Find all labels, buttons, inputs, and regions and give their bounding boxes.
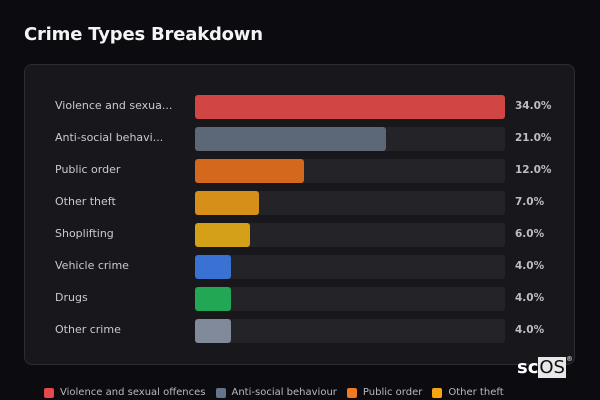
bar-label: Shoplifting: [55, 227, 114, 240]
legend-label: Other theft: [448, 387, 504, 398]
bar-track: [195, 191, 505, 215]
bar-value: 7.0%: [515, 196, 545, 208]
legend-label: Anti-social behaviour: [231, 387, 337, 398]
bar-value: 12.0%: [515, 164, 552, 176]
bar-label: Other crime: [55, 323, 121, 336]
bar-track: [195, 95, 505, 119]
legend-item[interactable]: Public order: [346, 387, 423, 398]
bar-fill[interactable]: [195, 287, 232, 311]
legend-item[interactable]: Violence and sexual offences: [44, 387, 206, 398]
bar-value: 4.0%: [515, 324, 545, 336]
bar-track: [195, 287, 505, 311]
bar-label: Other theft: [55, 195, 116, 208]
bar-fill[interactable]: [195, 159, 305, 183]
bar-track: [195, 159, 505, 183]
chart-title: Crime Types Breakdown: [24, 24, 263, 45]
legend: Violence and sexual offences Anti-social …: [44, 387, 504, 398]
bar-row: Anti-social behavi... 21.0%: [25, 127, 574, 151]
legend-label: Violence and sexual offences: [60, 387, 206, 398]
bar-label: Anti-social behavi...: [55, 131, 164, 144]
bar-row: Violence and sexua... 34.0%: [25, 95, 574, 119]
bar-fill[interactable]: [195, 255, 232, 279]
legend-swatch-icon: [44, 387, 54, 398]
brand-logo: scOS ®: [517, 355, 573, 378]
bar-row: Other crime 4.0%: [25, 319, 574, 343]
bar-value: 21.0%: [515, 132, 552, 144]
bar-label: Violence and sexua...: [55, 99, 173, 112]
bar-track: [195, 255, 505, 279]
bar-row: Drugs 4.0%: [25, 287, 574, 311]
bar-label: Public order: [55, 163, 121, 176]
chart-card: Violence and sexua... 34.0% Anti-social be…: [24, 64, 575, 365]
bar-value: 34.0%: [515, 100, 552, 112]
bar-value: 4.0%: [515, 260, 545, 272]
bar-row: Other theft 7.0%: [25, 191, 574, 215]
bar-fill[interactable]: [195, 223, 250, 247]
bar-row: Shoplifting 6.0%: [25, 223, 574, 247]
bar-track: [195, 127, 505, 151]
bar-value: 6.0%: [515, 228, 545, 240]
legend-item[interactable]: Anti-social behaviour: [215, 387, 337, 398]
bar-value: 4.0%: [515, 292, 545, 304]
legend-item[interactable]: Other theft: [432, 387, 504, 398]
legend-label: Public order: [362, 387, 423, 398]
bar-fill[interactable]: [195, 191, 259, 215]
bar-track: [195, 319, 505, 343]
legend-swatch-icon: [215, 387, 226, 398]
legend-swatch-icon: [432, 387, 443, 398]
bar-label: Vehicle crime: [55, 259, 129, 272]
bar-row: Public order 12.0%: [25, 159, 574, 183]
bar-track: [195, 223, 505, 247]
bar-fill[interactable]: [195, 127, 387, 151]
bar-label: Drugs: [55, 291, 88, 304]
bar-row: Vehicle crime 4.0%: [25, 255, 574, 279]
legend-swatch-icon: [346, 387, 357, 398]
bar-fill[interactable]: [195, 319, 232, 343]
bar-fill[interactable]: [195, 95, 505, 119]
